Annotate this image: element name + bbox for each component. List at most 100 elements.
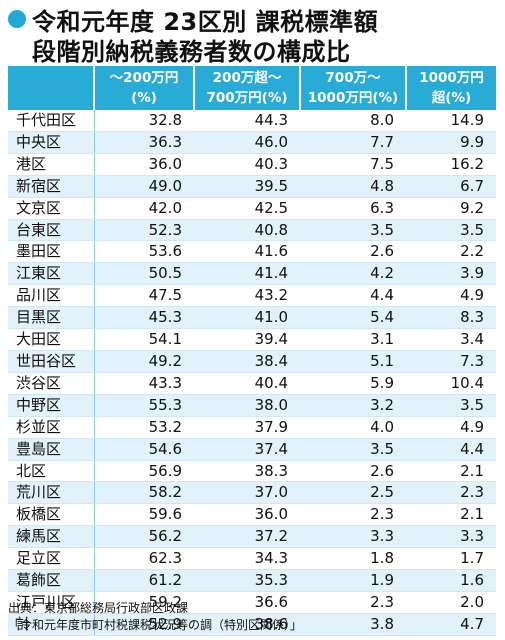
ward-name-cell: 板橋区 bbox=[8, 503, 95, 527]
value-cell: 36.6 bbox=[194, 591, 300, 614]
value-cell: 1.9 bbox=[300, 569, 406, 592]
ward-name-cell: 中野区 bbox=[8, 394, 95, 417]
value-cell: 4.7 bbox=[406, 613, 496, 636]
header-col-3-line1: 700万～ bbox=[325, 70, 381, 86]
table-row: 杉並区 53.2 37.9 4.0 4.9 bbox=[8, 416, 496, 439]
value-cell: 2.2 bbox=[406, 240, 496, 264]
table-body: 千代田区 32.8 44.3 8.0 14.9 中央区 36.3 46.0 7.7 9.9 港区 36… bbox=[8, 110, 496, 636]
value-cell: 3.8 bbox=[300, 613, 406, 636]
ward-name-cell: 荒川区 bbox=[8, 481, 95, 505]
value-cell: 34.3 bbox=[194, 547, 300, 571]
table-header-row: ～200万円 (%) 200万超～ 700万円(%) 700万～ 1000万円(%) … bbox=[8, 66, 496, 110]
value-cell: 14.9 bbox=[406, 110, 496, 132]
value-cell: 5.1 bbox=[300, 350, 406, 373]
value-cell: 2.0 bbox=[406, 591, 496, 614]
value-cell: 56.9 bbox=[94, 460, 194, 483]
value-cell: 52.9 bbox=[94, 613, 194, 636]
header-col-2: 200万超～ 700万円(%) bbox=[193, 66, 300, 110]
value-cell: 3.9 bbox=[406, 262, 496, 286]
value-cell: 5.4 bbox=[300, 306, 406, 330]
value-cell: 38.3 bbox=[194, 460, 300, 483]
ward-name-cell: 江東区 bbox=[8, 262, 95, 286]
value-cell: 42.0 bbox=[94, 197, 194, 220]
value-cell: 55.3 bbox=[94, 394, 194, 417]
header-col-1-line2: (%) bbox=[131, 90, 157, 106]
ward-name-cell: 目黒区 bbox=[8, 306, 95, 330]
ward-name-cell: 中央区 bbox=[8, 131, 95, 154]
value-cell: 56.2 bbox=[94, 525, 194, 549]
value-cell: 2.1 bbox=[406, 460, 496, 483]
table-row: 大田区 54.1 39.4 3.1 3.4 bbox=[8, 328, 496, 351]
header-col-3: 700万～ 1000万円(%) bbox=[299, 66, 406, 110]
value-cell: 2.3 bbox=[300, 503, 406, 527]
header-col-2-line2: 700万円(%) bbox=[206, 90, 288, 106]
table-row: 足立区 62.3 34.3 1.8 1.7 bbox=[8, 547, 496, 571]
table-row: 品川区 47.5 43.2 4.4 4.9 bbox=[8, 284, 496, 308]
value-cell: 50.5 bbox=[94, 262, 194, 286]
ward-name-cell: 葛飾区 bbox=[8, 569, 95, 592]
value-cell: 53.6 bbox=[94, 240, 194, 264]
value-cell: 36.3 bbox=[94, 131, 194, 154]
table-row: 豊島区 54.6 37.4 3.5 4.4 bbox=[8, 438, 496, 461]
value-cell: 40.8 bbox=[194, 219, 300, 242]
value-cell: 43.3 bbox=[94, 372, 194, 395]
table-row: 千代田区 32.8 44.3 8.0 14.9 bbox=[8, 110, 496, 132]
table-row: 江戸川区 59.2 36.6 2.3 2.0 bbox=[8, 591, 496, 614]
value-cell: 4.8 bbox=[300, 175, 406, 198]
ward-name-cell: 千代田区 bbox=[8, 110, 95, 132]
value-cell: 47.5 bbox=[94, 284, 194, 308]
value-cell: 58.2 bbox=[94, 481, 194, 505]
value-cell: 3.5 bbox=[406, 219, 496, 242]
title-line-1: 令和元年度 23区別 課税標準額 bbox=[8, 4, 498, 36]
value-cell: 3.1 bbox=[300, 328, 406, 351]
value-cell: 42.5 bbox=[194, 197, 300, 220]
value-cell: 38.4 bbox=[194, 350, 300, 373]
table-row: 中野区 55.3 38.0 3.2 3.5 bbox=[8, 394, 496, 417]
ward-name-cell: 杉並区 bbox=[8, 416, 95, 439]
ward-name-cell: 世田谷区 bbox=[8, 350, 95, 373]
title-text-2: 段階別納税義務者数の構成比 bbox=[32, 37, 351, 66]
value-cell: 49.2 bbox=[94, 350, 194, 373]
value-cell: 39.4 bbox=[194, 328, 300, 351]
table-row: 葛飾区 61.2 35.3 1.9 1.6 bbox=[8, 569, 496, 592]
value-cell: 2.3 bbox=[406, 481, 496, 505]
value-cell: 37.9 bbox=[194, 416, 300, 439]
value-cell: 37.4 bbox=[194, 438, 300, 461]
header-col-4-line2: 超(%) bbox=[431, 90, 472, 106]
value-cell: 61.2 bbox=[94, 569, 194, 592]
ward-name-cell: 新宿区 bbox=[8, 175, 95, 198]
ward-name-cell: 北区 bbox=[8, 460, 95, 483]
table-row: 江東区 50.5 41.4 4.2 3.9 bbox=[8, 262, 496, 286]
value-cell: 54.6 bbox=[94, 438, 194, 461]
value-cell: 32.8 bbox=[94, 110, 194, 132]
value-cell: 59.2 bbox=[94, 591, 194, 614]
title-text-1: 令和元年度 23区別 課税標準額 bbox=[32, 7, 379, 36]
value-cell: 40.4 bbox=[194, 372, 300, 395]
value-cell: 38.6 bbox=[194, 613, 300, 636]
value-cell: 6.7 bbox=[406, 175, 496, 198]
header-col-4: 1000万円 超(%) bbox=[405, 66, 496, 110]
value-cell: 62.3 bbox=[94, 547, 194, 571]
table-row: 台東区 52.3 40.8 3.5 3.5 bbox=[8, 219, 496, 242]
ward-name-cell: 渋谷区 bbox=[8, 372, 95, 395]
value-cell: 39.5 bbox=[194, 175, 300, 198]
value-cell: 2.6 bbox=[300, 460, 406, 483]
value-cell: 41.0 bbox=[194, 306, 300, 330]
value-cell: 2.1 bbox=[406, 503, 496, 527]
table-row: 板橋区 59.6 36.0 2.3 2.1 bbox=[8, 503, 496, 527]
value-cell: 1.7 bbox=[406, 547, 496, 571]
value-cell: 41.4 bbox=[194, 262, 300, 286]
value-cell: 4.9 bbox=[406, 284, 496, 308]
value-cell: 4.4 bbox=[406, 438, 496, 461]
table-row: 目黒区 45.3 41.0 5.4 8.3 bbox=[8, 306, 496, 330]
value-cell: 16.2 bbox=[406, 153, 496, 176]
value-cell: 46.0 bbox=[194, 131, 300, 154]
value-cell: 3.5 bbox=[300, 438, 406, 461]
ward-name-cell: 文京区 bbox=[8, 197, 95, 220]
header-col-4-line1: 1000万円 bbox=[419, 70, 484, 86]
value-cell: 3.4 bbox=[406, 328, 496, 351]
value-cell: 36.0 bbox=[194, 503, 300, 527]
ward-name-cell: 江戸川区 bbox=[8, 591, 95, 614]
header-col-2-line1: 200万超～ bbox=[212, 70, 282, 86]
table-row: 中央区 36.3 46.0 7.7 9.9 bbox=[8, 131, 496, 154]
